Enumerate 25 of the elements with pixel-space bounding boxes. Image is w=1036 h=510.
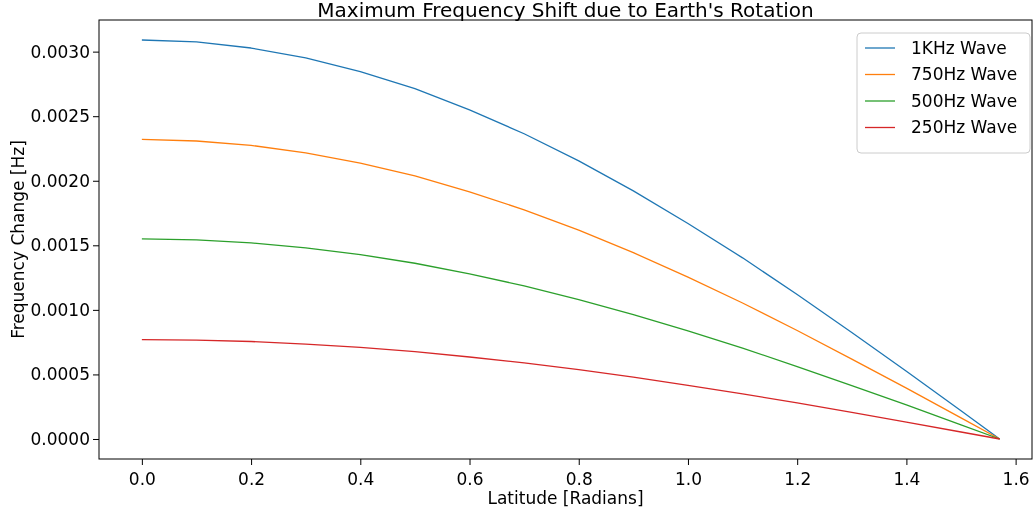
legend-label: 500Hz Wave bbox=[911, 90, 1018, 111]
y-tick-label: 0.0000 bbox=[30, 428, 90, 449]
x-tick-label: 0.2 bbox=[238, 469, 266, 489]
legend-label: 750Hz Wave bbox=[911, 64, 1018, 85]
y-tick-label: 0.0030 bbox=[30, 41, 90, 62]
line-series bbox=[141, 238, 1001, 440]
x-tick-label: 0.8 bbox=[565, 469, 593, 489]
y-tick-label: 0.0010 bbox=[30, 299, 90, 320]
y-tick-label: 0.0025 bbox=[30, 106, 90, 127]
x-tick-label: 0.0 bbox=[128, 469, 156, 489]
y-tick-label: 0.0005 bbox=[30, 364, 90, 385]
x-axis-title: Latitude [Radians] bbox=[487, 488, 644, 508]
y-tick-label: 0.0015 bbox=[30, 235, 90, 256]
y-axis-title: Frequency Change [Hz] bbox=[8, 140, 28, 339]
x-tick-label: 0.4 bbox=[347, 469, 375, 489]
line-series bbox=[141, 338, 1001, 440]
legend-label: 250Hz Wave bbox=[911, 117, 1018, 138]
chart-title: Maximum Frequency Shift due to Earth's Rotation bbox=[317, 0, 814, 22]
x-tick-label: 1.2 bbox=[784, 469, 812, 489]
x-tick-label: 1.4 bbox=[893, 469, 921, 489]
y-tick-label: 0.0020 bbox=[30, 170, 90, 191]
legend-label: 1KHz Wave bbox=[911, 37, 1007, 58]
x-tick-label: 1.0 bbox=[674, 469, 702, 489]
x-tick-label: 1.6 bbox=[1002, 469, 1030, 489]
x-tick-label: 0.6 bbox=[456, 469, 484, 489]
